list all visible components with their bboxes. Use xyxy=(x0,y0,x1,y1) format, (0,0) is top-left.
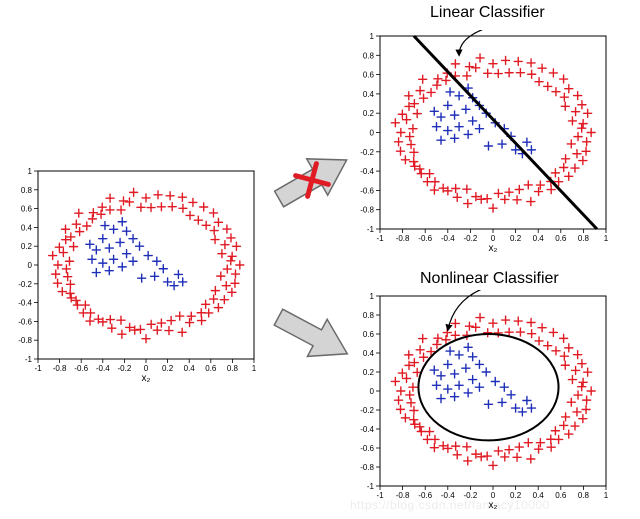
svg-text:-0.6: -0.6 xyxy=(360,444,374,453)
svg-text:0.6: 0.6 xyxy=(363,330,375,339)
svg-text:1: 1 xyxy=(370,32,375,41)
svg-text:0.4: 0.4 xyxy=(21,223,33,232)
svg-text:0: 0 xyxy=(144,364,149,373)
svg-text:0.8: 0.8 xyxy=(363,51,375,60)
svg-text:-1: -1 xyxy=(34,364,42,373)
svg-text:-0.6: -0.6 xyxy=(74,364,88,373)
svg-text:0.6: 0.6 xyxy=(205,364,217,373)
svg-text:0.8: 0.8 xyxy=(21,186,33,195)
svg-text:-1: -1 xyxy=(367,482,375,491)
svg-text:0.2: 0.2 xyxy=(21,242,33,251)
svg-text:-0.8: -0.8 xyxy=(18,336,32,345)
block-arrow-down xyxy=(261,292,362,377)
block-arrow-up xyxy=(261,136,362,223)
svg-text:-1: -1 xyxy=(25,355,33,364)
svg-text:-0.2: -0.2 xyxy=(464,234,478,243)
svg-text:0.6: 0.6 xyxy=(21,205,33,214)
scatter-panel-nonlinear: -1-1-0.8-0.8-0.6-0.6-0.4-0.4-0.2-0.2000.… xyxy=(352,290,612,512)
svg-text:0.2: 0.2 xyxy=(363,109,375,118)
svg-text:-0.4: -0.4 xyxy=(18,299,32,308)
svg-text:0: 0 xyxy=(491,234,496,243)
svg-text:0.4: 0.4 xyxy=(363,349,375,358)
svg-text:0.8: 0.8 xyxy=(578,491,590,500)
scatter-panel-source: -1-1 -0.8 -0.8 -0.6 -0.6 -0.4 -0.4 -0.2 -0.2 0 0 0.… xyxy=(10,165,260,385)
svg-text:0.8: 0.8 xyxy=(578,234,590,243)
svg-text:0.2: 0.2 xyxy=(162,364,174,373)
svg-text:0.4: 0.4 xyxy=(533,234,545,243)
svg-text:-0.2: -0.2 xyxy=(360,406,374,415)
svg-text:-0.4: -0.4 xyxy=(360,425,374,434)
svg-text:-0.6: -0.6 xyxy=(418,234,432,243)
svg-text:-0.8: -0.8 xyxy=(53,364,67,373)
svg-text:0.6: 0.6 xyxy=(555,491,567,500)
title-nonlinear: Nonlinear Classifier xyxy=(420,270,559,288)
figure-stage: Linear Classifier Nonlinear Classifier -… xyxy=(0,0,640,519)
svg-text:-0.2: -0.2 xyxy=(118,364,132,373)
svg-text:0.4: 0.4 xyxy=(184,364,196,373)
svg-text:0: 0 xyxy=(370,129,375,138)
svg-text:0: 0 xyxy=(28,261,33,270)
svg-text:-1: -1 xyxy=(367,225,375,234)
svg-text:-0.2: -0.2 xyxy=(18,280,32,289)
svg-text:-0.4: -0.4 xyxy=(96,364,110,373)
svg-text:0.2: 0.2 xyxy=(363,368,375,377)
svg-text:0.6: 0.6 xyxy=(555,234,567,243)
svg-text:-0.4: -0.4 xyxy=(360,167,374,176)
svg-text:0: 0 xyxy=(370,387,375,396)
svg-text:0.6: 0.6 xyxy=(363,71,375,80)
svg-text:1: 1 xyxy=(604,491,609,500)
svg-text:-0.2: -0.2 xyxy=(360,148,374,157)
svg-text:-0.4: -0.4 xyxy=(441,234,455,243)
svg-text:-0.6: -0.6 xyxy=(18,317,32,326)
svg-text:1: 1 xyxy=(28,167,33,176)
scatter-panel-linear: -1-1 -0.8 -0.8 -0.6 -0.6 -0.4 -0.4 -0.2 -0.2 0 0 0.… xyxy=(352,30,612,255)
svg-text:0.8: 0.8 xyxy=(227,364,239,373)
svg-text:1: 1 xyxy=(604,234,609,243)
svg-text:-1: -1 xyxy=(376,234,384,243)
svg-text:x₂: x₂ xyxy=(142,373,151,384)
svg-text:x₂: x₂ xyxy=(489,243,498,254)
svg-text:1: 1 xyxy=(252,364,257,373)
svg-text:-0.8: -0.8 xyxy=(360,463,374,472)
svg-text:0.8: 0.8 xyxy=(363,311,375,320)
svg-text:1: 1 xyxy=(370,292,375,301)
watermark-text: https://blog.csdn.net/fantacy10000 xyxy=(350,498,550,512)
title-linear: Linear Classifier xyxy=(430,4,545,22)
svg-text:-0.8: -0.8 xyxy=(396,234,410,243)
svg-text:-0.6: -0.6 xyxy=(360,186,374,195)
svg-text:0.4: 0.4 xyxy=(363,90,375,99)
svg-text:-0.8: -0.8 xyxy=(360,206,374,215)
svg-text:0.2: 0.2 xyxy=(510,234,522,243)
